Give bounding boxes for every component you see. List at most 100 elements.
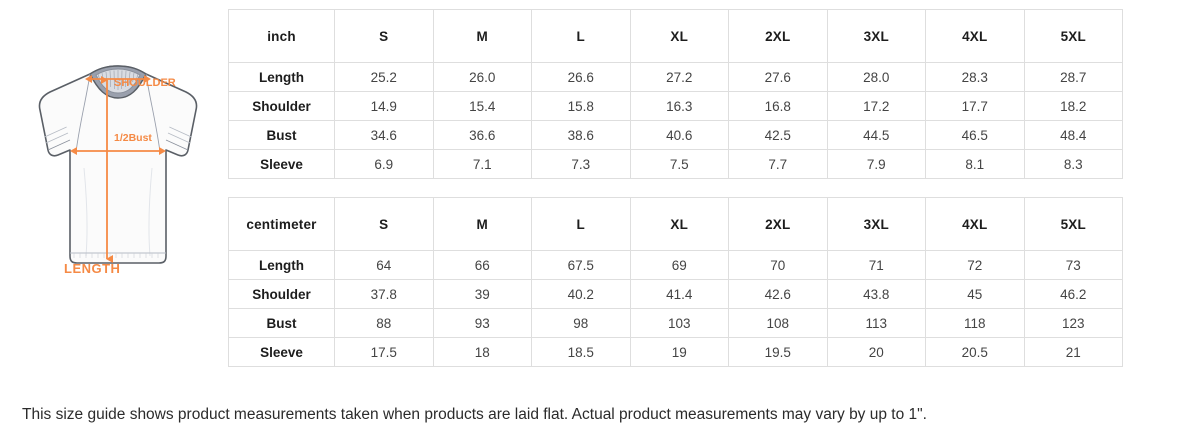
table-row: Sleeve 17.5 18 18.5 19 19.5 20 20.5 21: [228, 337, 1123, 367]
size-header-3xl: 3XL: [826, 9, 926, 63]
cell-shoulder-2xl: 42.6: [728, 279, 828, 309]
row-label-length: Length: [228, 62, 335, 92]
cell-shoulder-xl: 41.4: [629, 279, 729, 309]
size-header-xl: XL: [629, 197, 729, 251]
size-header-4xl: 4XL: [925, 9, 1025, 63]
cell-bust-s: 34.6: [334, 120, 434, 150]
cell-length-5xl: 73: [1023, 250, 1123, 280]
cell-sleeve-l: 7.3: [531, 149, 631, 179]
size-header-l: L: [531, 9, 631, 63]
size-header-5xl: 5XL: [1023, 197, 1123, 251]
cell-length-xl: 69: [629, 250, 729, 280]
cell-length-2xl: 70: [728, 250, 828, 280]
row-label-length: Length: [228, 250, 335, 280]
tshirt-measurement-diagram: SHOULDER 1/2Bust LENGTH: [18, 60, 218, 290]
cell-shoulder-5xl: 46.2: [1023, 279, 1123, 309]
table-row: Shoulder 37.8 39 40.2 41.4 42.6 43.8 45 …: [228, 279, 1123, 309]
table-row: Sleeve 6.9 7.1 7.3 7.5 7.7 7.9 8.1 8.3: [228, 149, 1123, 179]
cell-length-l: 26.6: [531, 62, 631, 92]
inch-size-table: inch S M L XL 2XL 3XL 4XL 5XL Length 25.…: [228, 9, 1123, 179]
cell-shoulder-m: 15.4: [432, 91, 532, 121]
cell-bust-l: 98: [531, 308, 631, 338]
table-row: Bust 88 93 98 103 108 113 118 123: [228, 308, 1123, 338]
cell-bust-m: 36.6: [432, 120, 532, 150]
cell-sleeve-4xl: 20.5: [925, 337, 1025, 367]
size-header-4xl: 4XL: [925, 197, 1025, 251]
table-row: Length 64 66 67.5 69 70 71 72 73: [228, 250, 1123, 280]
cell-length-l: 67.5: [531, 250, 631, 280]
row-label-sleeve: Sleeve: [228, 149, 335, 179]
table-header-row: centimeter S M L XL 2XL 3XL 4XL 5XL: [228, 197, 1123, 251]
cell-length-3xl: 28.0: [826, 62, 926, 92]
tshirt-illustration: [38, 65, 198, 264]
size-header-2xl: 2XL: [728, 197, 828, 251]
cell-bust-5xl: 123: [1023, 308, 1123, 338]
size-header-s: S: [334, 197, 434, 251]
cell-length-4xl: 28.3: [925, 62, 1025, 92]
unit-header-inch: inch: [228, 9, 335, 63]
table-header-row: inch S M L XL 2XL 3XL 4XL 5XL: [228, 9, 1123, 63]
size-header-5xl: 5XL: [1023, 9, 1123, 63]
cell-length-4xl: 72: [925, 250, 1025, 280]
cell-shoulder-3xl: 43.8: [826, 279, 926, 309]
cell-length-3xl: 71: [826, 250, 926, 280]
size-tables-container: inch S M L XL 2XL 3XL 4XL 5XL Length 25.…: [228, 9, 1123, 367]
cell-length-s: 25.2: [334, 62, 434, 92]
row-label-sleeve: Sleeve: [228, 337, 335, 367]
cell-shoulder-3xl: 17.2: [826, 91, 926, 121]
size-header-m: M: [432, 197, 532, 251]
size-header-l: L: [531, 197, 631, 251]
row-label-bust: Bust: [228, 308, 335, 338]
length-measure-label: LENGTH: [64, 261, 120, 276]
cell-shoulder-4xl: 17.7: [925, 91, 1025, 121]
size-header-m: M: [432, 9, 532, 63]
cell-sleeve-2xl: 7.7: [728, 149, 828, 179]
cell-sleeve-3xl: 7.9: [826, 149, 926, 179]
cell-sleeve-m: 7.1: [432, 149, 532, 179]
cell-bust-3xl: 113: [826, 308, 926, 338]
cell-bust-4xl: 118: [925, 308, 1025, 338]
cell-length-s: 64: [334, 250, 434, 280]
cell-length-m: 26.0: [432, 62, 532, 92]
cell-shoulder-2xl: 16.8: [728, 91, 828, 121]
centimeter-size-table: centimeter S M L XL 2XL 3XL 4XL 5XL Leng…: [228, 197, 1123, 367]
cell-bust-2xl: 42.5: [728, 120, 828, 150]
cell-sleeve-xl: 19: [629, 337, 729, 367]
length-measure-arrow: LENGTH: [64, 76, 120, 276]
cell-shoulder-5xl: 18.2: [1023, 91, 1123, 121]
cell-bust-s: 88: [334, 308, 434, 338]
cell-sleeve-m: 18: [432, 337, 532, 367]
unit-header-centimeter: centimeter: [228, 197, 335, 251]
size-header-s: S: [334, 9, 434, 63]
cell-shoulder-xl: 16.3: [629, 91, 729, 121]
shoulder-measure-label: SHOULDER: [114, 77, 176, 89]
cell-length-m: 66: [432, 250, 532, 280]
size-header-xl: XL: [629, 9, 729, 63]
cell-bust-xl: 103: [629, 308, 729, 338]
cell-bust-5xl: 48.4: [1023, 120, 1123, 150]
cell-shoulder-m: 39: [432, 279, 532, 309]
cell-sleeve-s: 6.9: [334, 149, 434, 179]
cell-sleeve-4xl: 8.1: [925, 149, 1025, 179]
cell-sleeve-s: 17.5: [334, 337, 434, 367]
row-label-bust: Bust: [228, 120, 335, 150]
cell-shoulder-l: 40.2: [531, 279, 631, 309]
cell-shoulder-s: 14.9: [334, 91, 434, 121]
table-row: Length 25.2 26.0 26.6 27.2 27.6 28.0 28.…: [228, 62, 1123, 92]
cell-sleeve-2xl: 19.5: [728, 337, 828, 367]
size-guide-disclaimer: This size guide shows product measuremen…: [22, 406, 927, 423]
cell-length-2xl: 27.6: [728, 62, 828, 92]
cell-sleeve-l: 18.5: [531, 337, 631, 367]
row-label-shoulder: Shoulder: [228, 279, 335, 309]
cell-bust-m: 93: [432, 308, 532, 338]
shoulder-measure-arrow: SHOULDER: [85, 75, 176, 89]
cell-shoulder-l: 15.8: [531, 91, 631, 121]
cell-shoulder-s: 37.8: [334, 279, 434, 309]
bust-measure-label: 1/2Bust: [114, 132, 152, 144]
cell-sleeve-5xl: 21: [1023, 337, 1123, 367]
row-label-shoulder: Shoulder: [228, 91, 335, 121]
size-header-3xl: 3XL: [826, 197, 926, 251]
table-row: Shoulder 14.9 15.4 15.8 16.3 16.8 17.2 1…: [228, 91, 1123, 121]
table-row: Bust 34.6 36.6 38.6 40.6 42.5 44.5 46.5 …: [228, 120, 1123, 150]
